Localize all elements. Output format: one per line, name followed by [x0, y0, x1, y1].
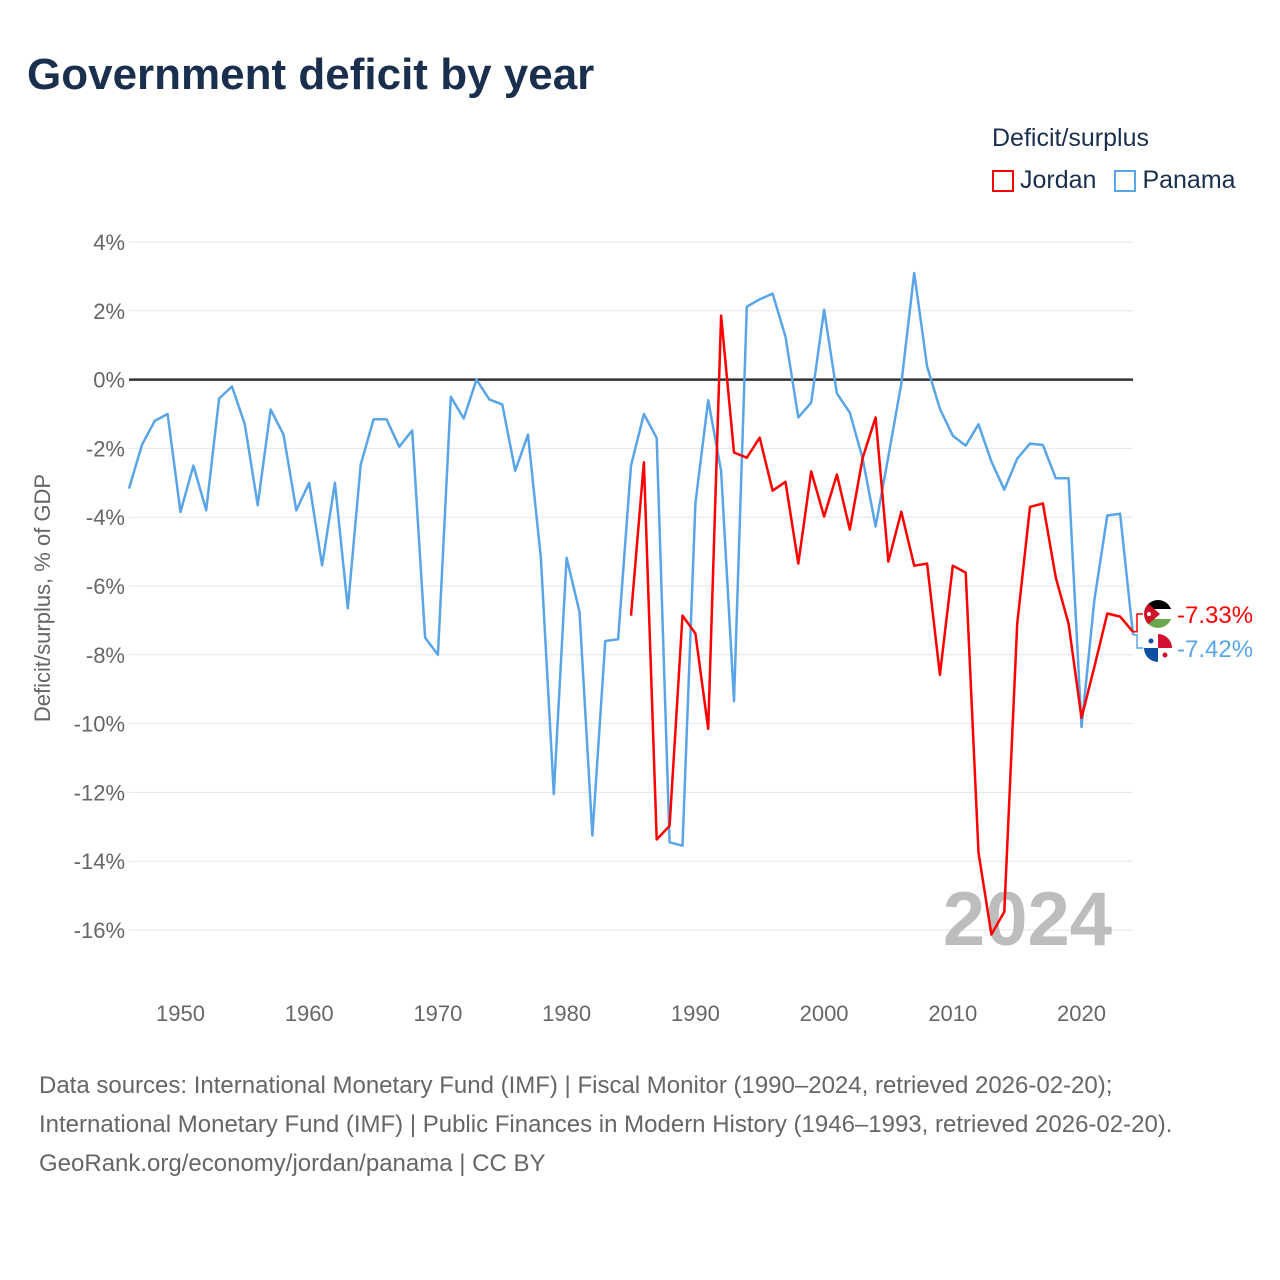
y-tick-label: 4% [93, 230, 125, 255]
y-tick-label: -10% [74, 712, 125, 737]
legend-title: Deficit/surplus [992, 124, 1149, 152]
legend-label-jordan: Jordan [1020, 166, 1097, 194]
y-axis-label: Deficit/surplus, % of GDP [30, 474, 55, 722]
y-tick-label: -2% [86, 436, 125, 461]
y-tick-label: -4% [86, 505, 125, 530]
y-tick-label: -12% [74, 780, 125, 805]
x-tick-label: 1950 [156, 1001, 205, 1026]
x-tick-label: 2010 [928, 1001, 977, 1026]
page-title: Government deficit by year [27, 50, 595, 99]
legend-item-panama[interactable]: Panama [1114, 166, 1236, 195]
line-chart: 4% 2% 0% -2% -4% -6% -8% -10% -12% -14% -16% 1950 19… [30, 230, 1253, 1026]
x-tick-label: 1990 [671, 1001, 720, 1026]
credit-link[interactable]: GeoRank.org/economy/jordan/panama | CC B… [39, 1150, 546, 1177]
x-tick-label: 1960 [285, 1001, 334, 1026]
legend: Jordan Panama [992, 166, 1236, 195]
end-value-label-jordan: -7.33% [1177, 602, 1253, 629]
legend-label-panama: Panama [1142, 166, 1236, 194]
y-tick-label: 2% [93, 299, 125, 324]
end-label-connector [1133, 613, 1143, 633]
y-tick-label: -8% [86, 643, 125, 668]
x-tick-label: 1980 [542, 1001, 591, 1026]
legend-swatch-panama [1114, 169, 1137, 192]
y-tick-label: -14% [74, 849, 125, 874]
series-line-panama [127, 271, 1135, 847]
legend-item-jordan[interactable]: Jordan [992, 166, 1096, 195]
jordan-flag-icon [1144, 600, 1172, 628]
end-label-connector [1133, 634, 1143, 649]
legend-swatch-jordan [992, 169, 1014, 192]
x-tick-label: 1970 [413, 1001, 462, 1026]
footer: Data sources: International Monetary Fun… [39, 1066, 1239, 1183]
data-sources: Data sources: International Monetary Fun… [39, 1072, 1173, 1138]
panama-flag-icon [1144, 634, 1172, 662]
y-tick-label: -16% [74, 918, 125, 943]
x-tick-label: 2020 [1057, 1001, 1106, 1026]
x-tick-label: 2000 [800, 1001, 849, 1026]
end-value-label-panama: -7.42% [1177, 636, 1253, 663]
y-tick-label: 0% [93, 368, 125, 393]
y-tick-label: -6% [86, 574, 125, 599]
series-line-jordan [629, 314, 1134, 936]
year-watermark: 2024 [943, 877, 1112, 962]
